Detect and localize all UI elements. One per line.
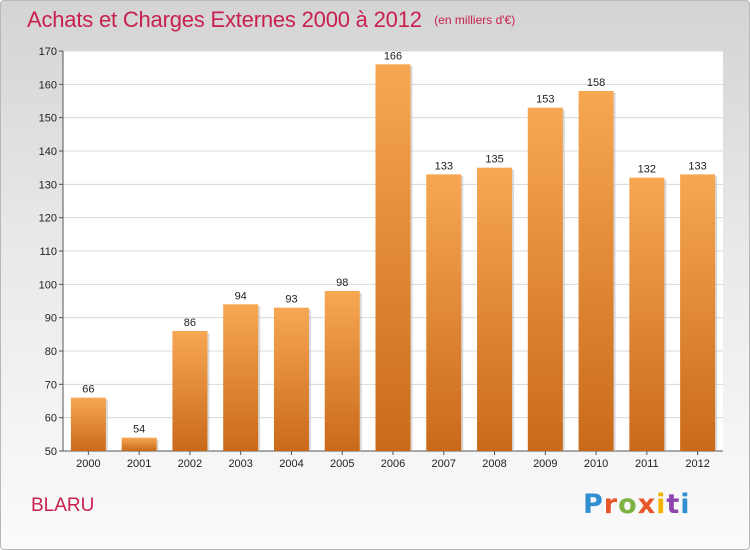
x-tick-label: 2010 [584,458,608,470]
y-tick-label: 110 [39,246,57,258]
y-tick-label: 80 [45,346,57,358]
bar [477,167,513,451]
y-tick-label: 70 [45,379,57,391]
chart-subtitle: (en milliers d'€) [434,13,516,27]
y-tick-label: 60 [45,413,57,425]
data-label: 66 [82,384,94,396]
bar [680,174,716,452]
x-tick-label: 2001 [127,458,151,470]
bar [121,437,157,451]
bar [426,174,462,452]
data-label: 93 [285,294,297,306]
bar [578,91,614,451]
data-label: 153 [536,94,554,106]
data-label: 166 [384,50,402,62]
title-row: Achats et Charges Externes 2000 à 2012 (… [27,7,515,33]
y-tick-label: 100 [39,279,57,291]
x-tick-label: 2000 [76,458,100,470]
brand-letter: r [603,489,619,520]
y-tick-label: 50 [45,446,57,458]
y-tick-label: 90 [45,313,57,325]
bar [375,64,411,452]
brand-letter: t [666,489,681,520]
bar [273,307,309,451]
bar [223,304,259,451]
data-label: 98 [336,277,348,289]
x-tick-label: 2002 [178,458,202,470]
bar [324,291,360,451]
place-name: BLARU [31,495,95,516]
data-label: 133 [435,160,453,172]
y-tick-label: 170 [39,46,57,58]
brand-letter: x [637,489,657,520]
y-tick-label: 140 [39,146,57,158]
data-label: 132 [638,164,656,176]
brand-letter: P [583,489,604,520]
y-tick-label: 160 [39,79,57,91]
data-label: 135 [485,154,503,166]
y-tick-label: 150 [39,113,57,125]
brand-letter: i [656,489,667,520]
x-tick-label: 2004 [279,458,303,470]
bar [629,177,665,451]
data-label: 54 [133,424,145,436]
x-tick-label: 2005 [330,458,354,470]
brand-logo: Proxiti [583,489,691,520]
bar [172,331,208,451]
data-label: 86 [184,317,196,329]
data-label: 158 [587,77,605,89]
brand-letter: i [680,489,691,520]
x-tick-label: 2006 [381,458,405,470]
labels: 50 60 70 80 90 100 110 120 130 140 150 160 170 66 2000… [39,46,710,470]
brand-letter: o [618,489,638,520]
x-tick-label: 2007 [432,458,456,470]
y-tick-label: 130 [39,179,57,191]
bars [70,64,718,452]
bar [70,397,106,451]
data-label: 133 [688,160,706,172]
x-tick-label: 2012 [685,458,709,470]
y-tick-label: 120 [39,213,57,225]
data-label: 94 [235,290,247,302]
chart-title: Achats et Charges Externes 2000 à 2012 [27,7,422,32]
bar [527,107,563,452]
x-tick-label: 2008 [482,458,506,470]
x-tick-label: 2011 [635,458,659,470]
x-tick-label: 2003 [228,458,252,470]
x-tick-label: 2009 [533,458,557,470]
